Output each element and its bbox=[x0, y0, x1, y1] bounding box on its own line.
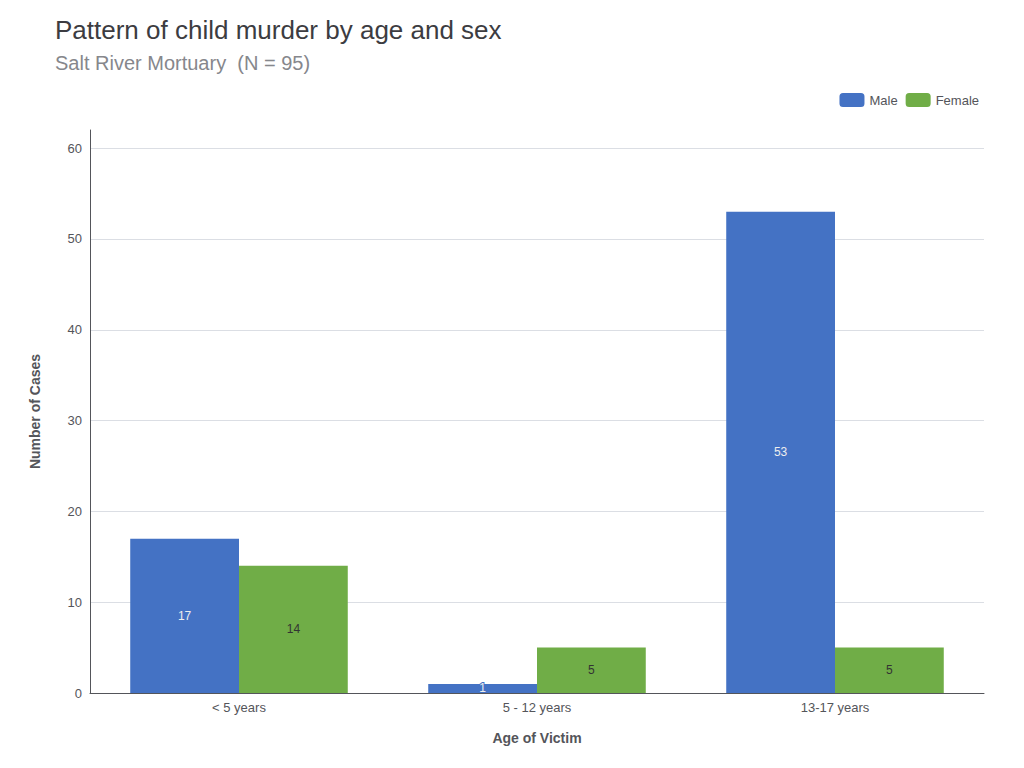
svg-text:< 5 years: < 5 years bbox=[212, 700, 266, 715]
svg-text:1: 1 bbox=[479, 681, 486, 695]
svg-text:13-17 years: 13-17 years bbox=[801, 700, 870, 715]
svg-text:40: 40 bbox=[68, 322, 82, 337]
svg-text:5: 5 bbox=[588, 663, 595, 677]
svg-text:Male: Male bbox=[869, 93, 897, 108]
svg-text:53: 53 bbox=[774, 445, 788, 459]
svg-text:Salt River Mortuary (N = 95): Salt River Mortuary (N = 95) bbox=[55, 52, 310, 74]
svg-text:Female: Female bbox=[936, 93, 979, 108]
svg-text:10: 10 bbox=[68, 595, 82, 610]
svg-text:Age of Victim: Age of Victim bbox=[492, 730, 581, 746]
svg-text:20: 20 bbox=[68, 504, 82, 519]
svg-text:30: 30 bbox=[68, 413, 82, 428]
svg-text:Number of Cases: Number of Cases bbox=[27, 354, 43, 469]
svg-text:5: 5 bbox=[886, 663, 893, 677]
svg-text:0: 0 bbox=[75, 686, 82, 701]
svg-text:14: 14 bbox=[287, 622, 301, 636]
svg-text:5 - 12 years: 5 - 12 years bbox=[503, 700, 572, 715]
svg-text:50: 50 bbox=[68, 231, 82, 246]
svg-text:17: 17 bbox=[178, 609, 192, 623]
svg-text:60: 60 bbox=[68, 141, 82, 156]
svg-text:Pattern of child murder by age: Pattern of child murder by age and sex bbox=[55, 15, 502, 45]
